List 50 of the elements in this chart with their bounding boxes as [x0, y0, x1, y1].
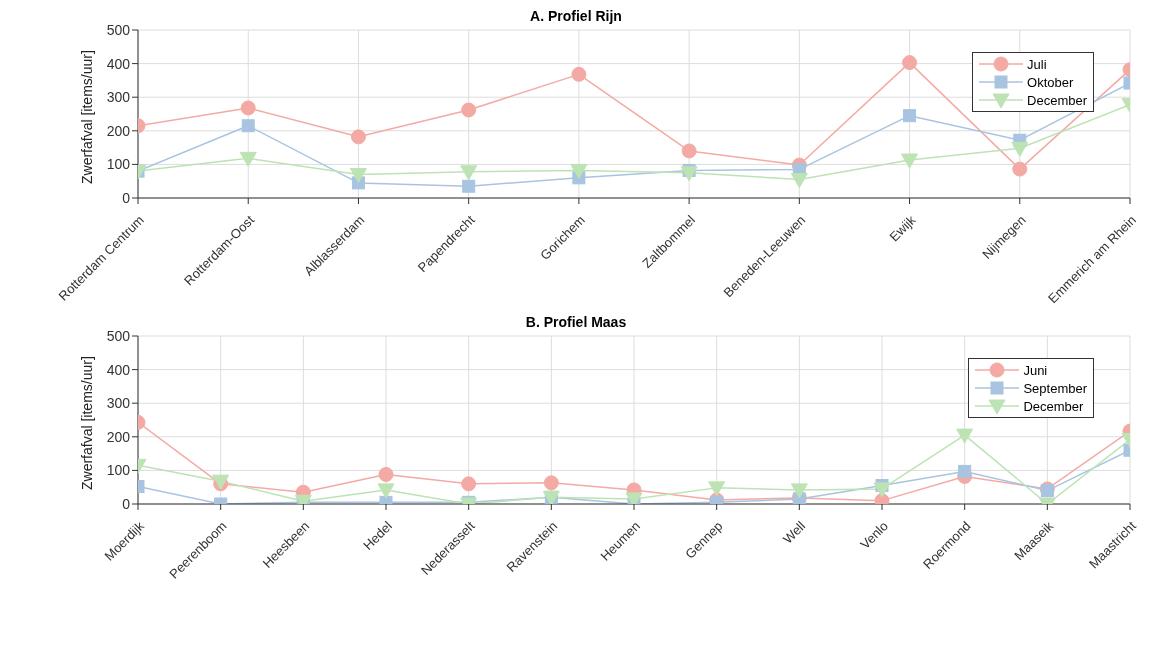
y-tick-label: 0 — [122, 495, 131, 512]
legend-label: December — [1023, 398, 1084, 414]
point — [681, 143, 697, 159]
point — [956, 428, 974, 444]
y-tick-label: 200 — [106, 122, 131, 139]
chart-title: A. Profiel Rijn — [530, 8, 622, 24]
x-tick-label: Well — [779, 518, 809, 547]
y-tick-label: 200 — [106, 428, 131, 445]
point — [350, 129, 366, 145]
point — [901, 153, 919, 169]
point — [903, 109, 917, 123]
point — [461, 102, 477, 118]
y-tick-label: 300 — [106, 89, 131, 106]
point — [570, 163, 588, 179]
y-tick-label: 300 — [106, 395, 131, 412]
point — [378, 466, 394, 482]
y-tick-label: 100 — [106, 156, 131, 173]
point — [902, 55, 918, 71]
point — [460, 165, 478, 181]
point — [349, 167, 367, 183]
point — [377, 483, 395, 499]
y-tick-label: 0 — [122, 189, 131, 206]
point — [571, 66, 587, 82]
point — [680, 166, 698, 182]
point — [240, 100, 256, 116]
legend-label: Oktober — [1027, 74, 1074, 90]
y-tick-label: 500 — [106, 21, 131, 38]
point — [543, 475, 559, 491]
point — [873, 482, 891, 498]
point — [241, 119, 255, 133]
point — [790, 173, 808, 189]
point — [790, 483, 808, 499]
point — [1011, 141, 1029, 157]
legend-label: Juni — [1023, 362, 1048, 378]
legend-label: December — [1027, 92, 1087, 108]
point — [239, 151, 257, 167]
point — [958, 464, 972, 478]
legend-label: Juli — [1027, 56, 1047, 72]
y-axis-title: Zwerfafval [items/uur] — [78, 356, 95, 490]
legend-label: September — [1023, 380, 1087, 396]
y-axis-title: Zwerfafval [items/uur] — [78, 50, 95, 184]
y-tick-label: 100 — [106, 462, 131, 479]
chart-title: B. Profiel Maas — [525, 314, 627, 330]
point — [708, 481, 726, 497]
point — [461, 476, 477, 492]
y-tick-label: 400 — [106, 361, 131, 378]
point — [1012, 161, 1028, 177]
y-tick-label: 400 — [106, 55, 131, 72]
point — [462, 179, 476, 193]
y-tick-label: 500 — [106, 327, 131, 344]
